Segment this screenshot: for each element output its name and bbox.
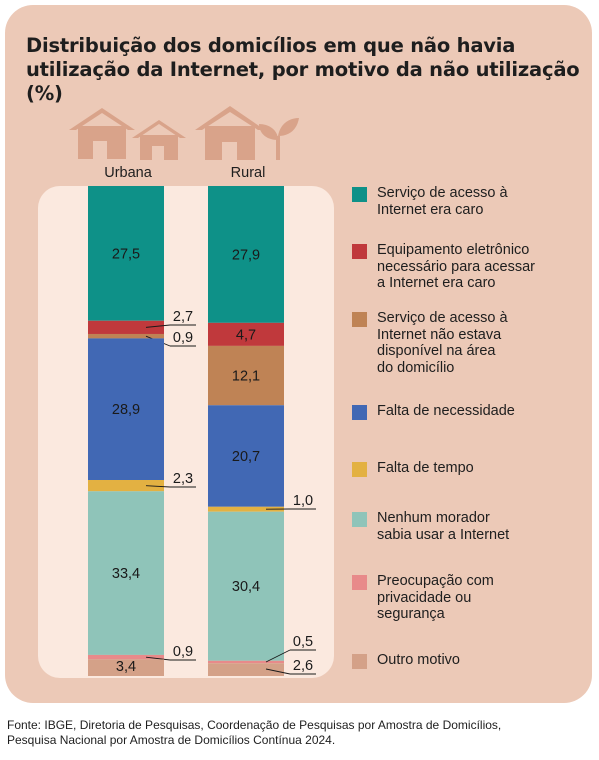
- data-label: 27,9: [232, 247, 260, 263]
- callout-line: [145, 485, 171, 488]
- legend-label: Nenhum morador sabia usar a Internet: [377, 510, 510, 543]
- legend-swatch: [352, 244, 367, 259]
- urban-houses-icon: [69, 108, 186, 160]
- bar-segment: [208, 345, 284, 406]
- bar-segment: [208, 511, 284, 661]
- callout-line: [145, 656, 171, 661]
- title-line-2: utilização da Internet, por motivo da nã…: [26, 58, 580, 105]
- data-label: 0,9: [173, 644, 193, 660]
- chart-panel: [38, 186, 334, 678]
- house-icon: [132, 120, 186, 160]
- bar-segment: [208, 660, 284, 664]
- legend-label: Serviço de acesso à Internet era caro: [377, 185, 508, 218]
- bar-segment: [208, 663, 284, 676]
- data-label: 0,5: [293, 634, 313, 650]
- data-label: 20,7: [232, 449, 260, 465]
- category-label-urbana: Urbana: [104, 165, 152, 181]
- legend-swatch: [352, 575, 367, 590]
- data-label: 2,7: [173, 309, 193, 325]
- house-icon: [69, 108, 135, 159]
- legend-swatch: [352, 462, 367, 477]
- bar-segment: [88, 338, 164, 480]
- legend-label: Falta de necessidade: [377, 403, 515, 419]
- bar-segment: [88, 320, 164, 334]
- data-label: 1,0: [293, 493, 313, 509]
- bar-segment: [88, 186, 164, 321]
- bar-segment: [208, 405, 284, 507]
- bar-segment: [208, 506, 284, 512]
- chart-title: Distribuição dos domicílios em que não h…: [26, 34, 586, 106]
- callout-line: [145, 324, 171, 328]
- data-label: 4,7: [236, 327, 256, 343]
- data-label: 2,3: [173, 471, 193, 487]
- legend-swatch: [352, 312, 367, 327]
- bar-segment: [208, 322, 284, 346]
- data-label: 3,4: [116, 659, 136, 675]
- data-label: 0,9: [173, 330, 193, 346]
- legend-swatch: [352, 654, 367, 669]
- legend-swatch: [352, 405, 367, 420]
- bar-segment: [88, 333, 164, 339]
- bar-segment: [88, 659, 164, 676]
- bar-segment: [88, 491, 164, 655]
- bar-segment: [208, 186, 284, 323]
- data-label: 30,4: [232, 579, 260, 595]
- data-label: 33,4: [112, 566, 140, 582]
- legend-label: Outro motivo: [377, 652, 460, 668]
- data-label: 12,1: [232, 369, 260, 385]
- legend-swatch: [352, 512, 367, 527]
- title-line-1: Distribuição dos domicílios em que não h…: [26, 34, 516, 57]
- bar-segment: [88, 480, 164, 492]
- source-note: Fonte: IBGE, Diretoria de Pesquisas, Coo…: [7, 718, 502, 747]
- legend-label: Serviço de acesso à Internet não estava di…: [377, 310, 508, 376]
- data-label: 28,9: [112, 402, 140, 418]
- rural-house-icon: [195, 106, 299, 160]
- data-label: 27,5: [112, 246, 140, 262]
- legend-label: Equipamento eletrônico necessário para ac…: [377, 242, 535, 291]
- legend-label: Preocupação com privacidade ou segurança: [377, 573, 494, 622]
- house-icon: [195, 106, 265, 160]
- data-label: 2,6: [293, 658, 313, 674]
- callout-line: [265, 668, 291, 675]
- plant-icon: [259, 118, 299, 160]
- legend-swatch: [352, 187, 367, 202]
- bar-segment: [88, 654, 164, 660]
- callout-line: [265, 649, 291, 663]
- legend-label: Falta de tempo: [377, 460, 474, 476]
- category-label-rural: Rural: [230, 165, 266, 181]
